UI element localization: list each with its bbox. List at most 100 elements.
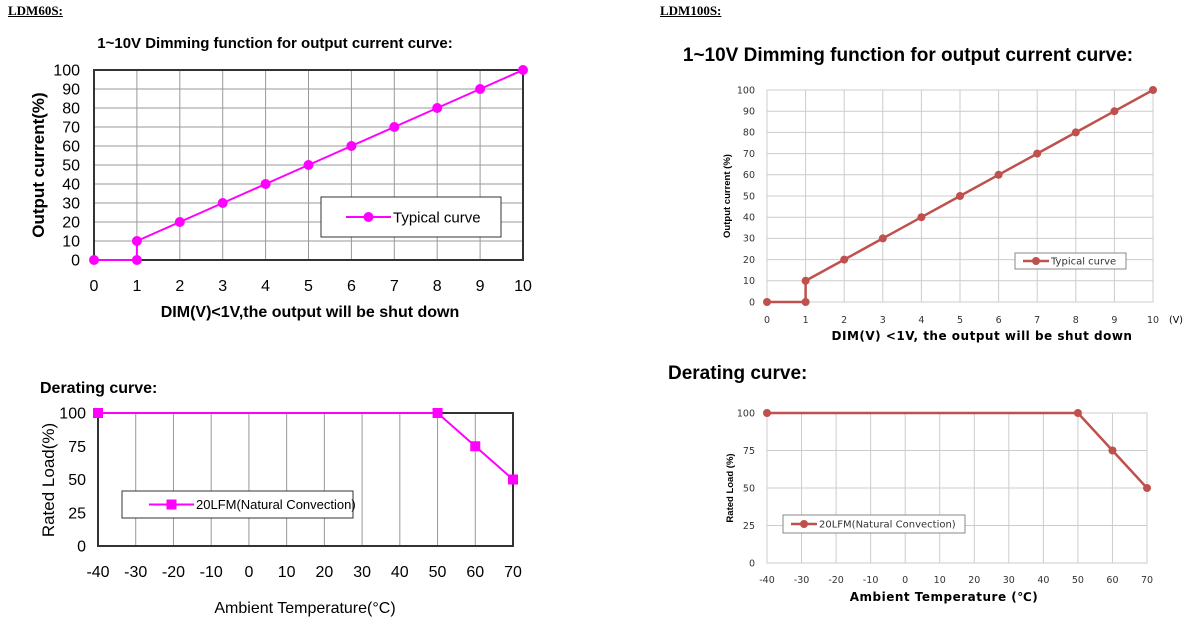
data-point — [89, 255, 99, 265]
data-point — [763, 298, 771, 306]
legend-label: 20LFM(Natural Convection) — [819, 520, 956, 531]
y-tick-label: 0 — [71, 253, 80, 270]
x-tick-label: 10 — [1147, 315, 1159, 326]
x-tick-label: 6 — [996, 315, 1002, 326]
x-tick-label: -20 — [828, 575, 844, 586]
x-tick-label: 4 — [261, 278, 270, 295]
data-point — [508, 474, 518, 485]
x-tick-label: 20 — [968, 575, 980, 586]
legend-marker — [166, 499, 177, 510]
x-unit-label: (V) — [1169, 315, 1183, 326]
x-tick-label: 9 — [476, 278, 485, 295]
x-tick-label: 10 — [514, 278, 532, 295]
data-point — [1110, 107, 1119, 116]
data-point — [217, 198, 228, 208]
data-point — [518, 65, 528, 75]
data-point — [1108, 446, 1117, 455]
y-tick-label: 10 — [743, 276, 755, 287]
legend-label: Typical curve — [393, 209, 481, 226]
y-tick-label: 20 — [62, 215, 80, 232]
data-point — [917, 213, 926, 222]
x-tick-label: 1 — [132, 278, 141, 295]
x-axis-label: Ambient Temperature(°C) — [214, 600, 395, 617]
x-tick-label: 60 — [1106, 575, 1118, 586]
plot-border — [93, 69, 524, 261]
y-tick-label: 0 — [749, 297, 755, 308]
x-tick-label: 1 — [803, 315, 809, 326]
y-tick-label: 50 — [62, 158, 80, 175]
data-point — [1033, 149, 1042, 158]
x-tick-label: 30 — [1003, 575, 1015, 586]
x-tick-label: 70 — [1141, 575, 1153, 586]
legend-marker — [363, 212, 374, 222]
chart-title: 1~10V Dimming function for output curren… — [683, 45, 1133, 66]
x-tick-label: -20 — [162, 564, 185, 581]
data-point — [432, 103, 443, 113]
x-tick-label: 50 — [1072, 575, 1084, 586]
legend-label: 20LFM(Natural Convection) — [196, 497, 356, 512]
data-point — [1071, 128, 1080, 137]
x-tick-label: 4 — [918, 315, 924, 326]
y-axis-label: Output current(%) — [29, 92, 48, 237]
y-tick-label: 50 — [743, 483, 755, 494]
x-tick-label: -10 — [200, 564, 223, 581]
y-tick-label: 50 — [68, 472, 86, 489]
legend-marker — [1032, 257, 1040, 265]
data-point — [956, 192, 964, 200]
legend-marker — [800, 520, 808, 528]
series-line — [98, 412, 514, 481]
data-point — [131, 255, 142, 265]
y-tick-label: 30 — [62, 196, 80, 213]
x-tick-label: 70 — [504, 564, 522, 581]
x-tick-label: 8 — [1073, 315, 1079, 326]
chart-4: Derating curve: -40 -30 -20 -10 0 10 20 30 40 50 60… — [668, 363, 1153, 604]
y-tick-label: 100 — [737, 85, 755, 96]
data-point — [389, 122, 400, 132]
x-tick-label: 60 — [466, 564, 484, 581]
series-line — [767, 411, 1148, 489]
x-tick-label: 20 — [315, 564, 333, 581]
data-point — [346, 141, 357, 151]
data-point — [763, 409, 771, 417]
y-tick-label: 0 — [77, 539, 86, 556]
data-point — [801, 276, 810, 285]
data-point — [1149, 86, 1157, 94]
x-tick-label: -30 — [794, 575, 810, 586]
x-tick-label: -10 — [863, 575, 879, 586]
y-tick-label: 20 — [743, 255, 755, 266]
x-tick-label: 2 — [175, 278, 184, 295]
y-tick-label: 75 — [743, 446, 755, 457]
x-tick-label: 0 — [90, 278, 99, 295]
plot-border — [97, 412, 514, 547]
x-tick-label: -30 — [124, 564, 147, 581]
data-point — [260, 179, 271, 189]
legend-box — [782, 514, 966, 534]
y-tick-label: 70 — [62, 120, 80, 137]
chart-title: 1~10V Dimming function for output curren… — [97, 35, 452, 52]
y-tick-label: 75 — [68, 439, 86, 456]
data-point — [131, 236, 142, 246]
x-tick-label: 0 — [244, 564, 253, 581]
data-point — [878, 234, 887, 243]
x-axis-label: DIM(V) <1V, the output will be shut down — [832, 329, 1133, 343]
y-tick-label: 40 — [62, 177, 80, 194]
x-tick-label: 10 — [934, 575, 946, 586]
data-point — [1143, 484, 1151, 492]
x-tick-label: 2 — [841, 315, 847, 326]
x-axis-label: Ambient Temperature (℃) — [850, 590, 1039, 604]
x-tick-label: 7 — [1034, 315, 1040, 326]
y-tick-label: 80 — [62, 101, 80, 118]
model-label-ldm100s: LDM100S: — [660, 3, 722, 18]
chart-title: Derating curve: — [668, 363, 807, 384]
y-tick-label: 60 — [62, 139, 80, 156]
x-tick-label: 5 — [957, 315, 963, 326]
x-tick-label: -40 — [86, 564, 109, 581]
y-tick-label: 70 — [743, 149, 755, 160]
chart-2: Derating curve: -40 -30 -20 -10 0 10 20 30 40 50 60… — [39, 380, 522, 617]
y-tick-label: 40 — [743, 213, 755, 224]
y-axis-label: Rated Load(%) — [39, 423, 58, 537]
x-tick-label: 3 — [880, 315, 886, 326]
y-tick-label: 90 — [743, 107, 755, 118]
y-tick-label: 60 — [743, 170, 755, 181]
legend-box — [1014, 252, 1127, 270]
